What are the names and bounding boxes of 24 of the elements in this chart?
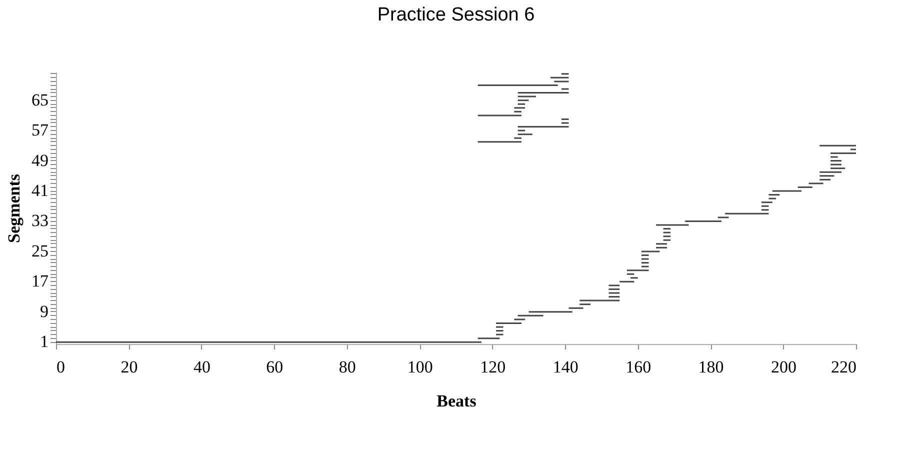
y-tick-label: 65 bbox=[32, 90, 48, 110]
x-tick-label: 60 bbox=[266, 358, 284, 376]
x-tick-label: 200 bbox=[771, 358, 797, 376]
y-tick-label: 57 bbox=[32, 120, 49, 140]
x-tick-label: 180 bbox=[698, 358, 724, 376]
x-tick-label: 80 bbox=[338, 358, 356, 376]
y-tick-label: 41 bbox=[32, 181, 48, 200]
x-tick-label: 160 bbox=[626, 358, 652, 376]
x-tick-label: 0 bbox=[56, 358, 65, 376]
x-tick-label: 100 bbox=[407, 358, 433, 376]
x-tick-label: 120 bbox=[480, 358, 506, 376]
y-tick-label: 25 bbox=[32, 241, 48, 260]
x-tick-label: 20 bbox=[120, 358, 138, 376]
y-tick-label: 1 bbox=[40, 332, 48, 352]
y-tick-label: 33 bbox=[32, 211, 48, 230]
x-axis-title: Beats bbox=[436, 392, 477, 410]
y-tick-label: 17 bbox=[32, 272, 49, 291]
y-tick-label: 9 bbox=[40, 302, 48, 321]
chart-title: Practice Session 6 bbox=[377, 4, 535, 26]
y-tick-label: 49 bbox=[32, 150, 48, 170]
x-tick-label: 40 bbox=[193, 358, 210, 376]
y-axis-title: Segments bbox=[4, 174, 24, 243]
x-tick-label: 140 bbox=[552, 358, 578, 376]
x-tick-label: 220 bbox=[831, 358, 856, 376]
